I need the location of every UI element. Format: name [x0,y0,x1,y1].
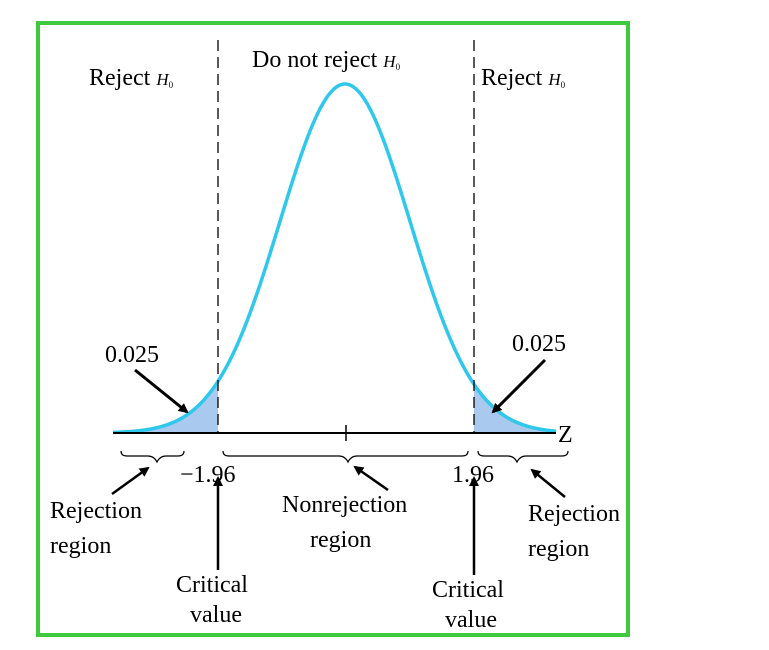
middle-region-brace [222,450,469,464]
right-critical-label-line1: Critical [432,577,504,603]
left-critical-value: −1.96 [180,462,236,488]
left-region-arrow [111,466,150,496]
left-region-label-line2: region [50,533,111,559]
right-tail-area-label: 0.025 [512,331,566,357]
right-tail-arrow [491,358,547,414]
left-critical-label-line1: Critical [176,572,248,598]
diagram-frame [36,21,630,637]
middle-region-label-line2: region [310,527,371,553]
normal-curve [112,82,557,435]
left-region-label-line1: Rejection [50,498,142,524]
do-not-reject-label: Do not reject H0 [252,47,401,73]
right-region-arrow [530,468,566,498]
right-critical-label-line2: value [445,607,497,633]
left-rejection-area [113,381,218,433]
right-reject-label: Reject H0 [481,65,566,91]
left-critical-label-line2: value [190,602,242,628]
middle-region-arrow [353,465,389,492]
right-region-label-line2: region [528,536,589,562]
left-tail-area-label: 0.025 [105,342,159,368]
z-axis-label: Z [558,422,573,448]
left-tail-arrow [134,368,189,414]
left-reject-label: Reject H0 [89,65,174,91]
right-rejection-area [474,384,556,433]
middle-region-label-line1: Nonrejection [282,492,407,518]
right-region-label-line1: Rejection [528,501,620,527]
left-region-brace [120,450,185,464]
right-region-brace [477,450,569,464]
